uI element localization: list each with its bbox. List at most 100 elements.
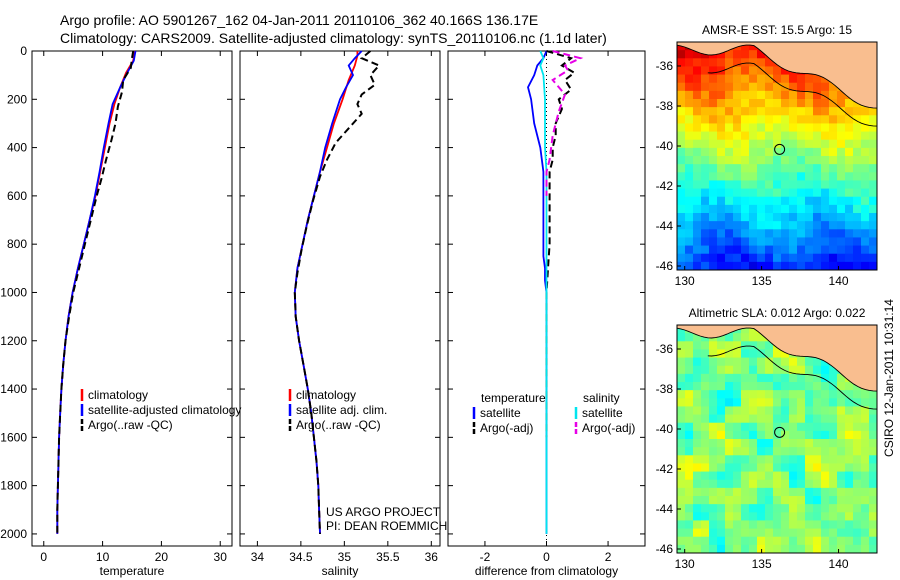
map-cell — [685, 504, 694, 513]
map-cell — [853, 123, 862, 133]
map-cell — [829, 99, 838, 108]
map-cell — [805, 204, 814, 214]
map-cell — [781, 430, 790, 440]
map-cell — [845, 229, 854, 239]
map-cell — [853, 131, 862, 141]
map-cell — [701, 520, 710, 530]
map-cell — [757, 365, 766, 375]
map-cell — [693, 66, 702, 76]
map-cell — [733, 139, 742, 149]
series-line — [539, 50, 548, 534]
map-cell — [749, 365, 758, 375]
map-cell — [869, 439, 877, 448]
map-cell — [773, 66, 782, 76]
map-cell — [797, 382, 806, 391]
map-cell — [741, 325, 750, 334]
map-cell — [701, 180, 710, 190]
map-cell — [861, 164, 870, 173]
map-cell — [845, 99, 854, 108]
map-cell — [813, 479, 822, 489]
map-cell — [837, 455, 846, 465]
map-cell — [821, 504, 830, 513]
map-cell — [765, 66, 774, 76]
map-cell — [813, 512, 822, 522]
map-cell — [749, 422, 758, 432]
map-cell — [773, 528, 782, 538]
map-cell — [701, 74, 710, 84]
map-cell — [789, 221, 798, 230]
map-cell — [693, 99, 702, 108]
map-cell — [765, 496, 774, 505]
map-cell — [869, 156, 877, 165]
map-cell — [757, 172, 766, 182]
land-mask — [677, 325, 877, 392]
map-cell — [789, 147, 798, 157]
map-cell — [789, 123, 798, 133]
map-cell — [693, 82, 702, 92]
map-cell — [717, 471, 726, 481]
map-cell — [725, 107, 734, 116]
map-cell — [717, 253, 726, 263]
map-cell — [717, 382, 726, 391]
map-cell — [725, 204, 734, 214]
map-cell — [813, 520, 822, 530]
map-cell — [837, 520, 846, 530]
map-cell — [765, 536, 774, 546]
map-cell — [749, 479, 758, 489]
map-cell — [773, 512, 782, 522]
map-cell — [693, 213, 702, 222]
map-cell — [821, 139, 830, 149]
map-cell — [685, 455, 694, 465]
map-cell — [757, 99, 766, 108]
series-line — [293, 50, 381, 534]
series-line — [545, 50, 584, 196]
map-cell — [805, 373, 814, 383]
map-cell — [789, 512, 798, 522]
map-cell — [757, 447, 766, 456]
map-cell — [685, 528, 694, 538]
map-cell — [701, 463, 710, 473]
map-cell — [805, 237, 814, 247]
map-cell — [693, 188, 702, 198]
map-cell — [845, 115, 854, 125]
map-cell — [861, 520, 870, 530]
map-cell — [749, 74, 758, 84]
map-cell — [805, 520, 814, 530]
map-cell — [805, 253, 814, 263]
map-cell — [773, 373, 782, 383]
map-cell — [845, 528, 854, 538]
map-cell — [725, 139, 734, 149]
map-cell — [837, 536, 846, 546]
map-cell — [733, 82, 742, 92]
map-cell — [797, 245, 806, 255]
map-cell — [685, 123, 694, 133]
map-cell — [821, 447, 830, 456]
map-cell — [789, 479, 798, 489]
map-cell — [765, 188, 774, 198]
map-cell — [685, 341, 694, 351]
map-cell — [781, 261, 790, 270]
map-cell — [749, 253, 758, 263]
map-cell — [685, 487, 694, 497]
map-cell — [805, 496, 814, 505]
map-cell — [717, 341, 726, 351]
map-cell — [749, 512, 758, 522]
map-cell — [709, 430, 718, 440]
map-cell — [733, 50, 742, 59]
map-cell — [765, 528, 774, 538]
map-cell — [741, 341, 750, 351]
map-cell — [693, 528, 702, 538]
map-cell — [677, 213, 686, 222]
map-cell — [741, 398, 750, 408]
map-cell — [685, 245, 694, 255]
map-cell — [805, 156, 814, 165]
map-cell — [813, 139, 822, 149]
map-cell — [717, 245, 726, 255]
map-cell — [797, 156, 806, 165]
map-cell — [677, 180, 686, 190]
map-cell — [749, 204, 758, 214]
map-cell — [701, 261, 710, 270]
map-cell — [837, 147, 846, 157]
map-cell — [685, 333, 694, 342]
map-cell — [869, 471, 877, 481]
